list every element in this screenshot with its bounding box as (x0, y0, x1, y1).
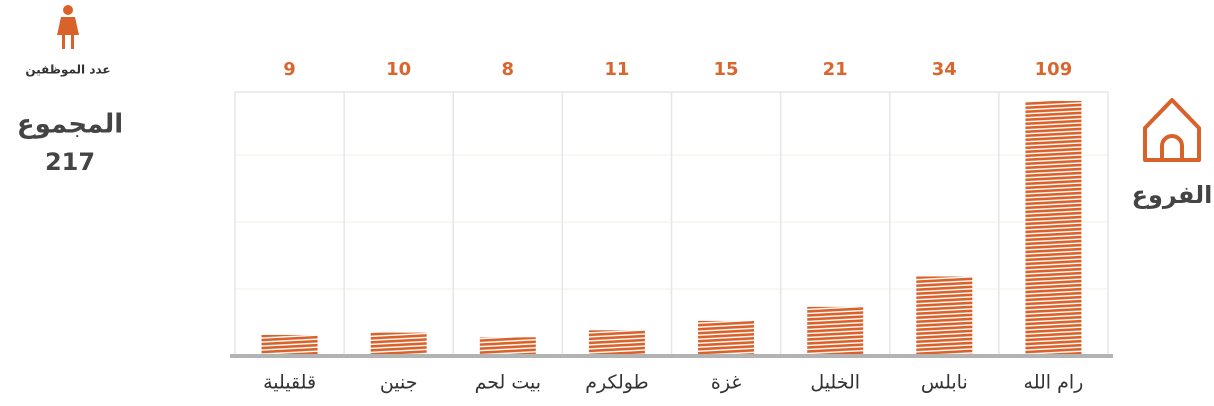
value-label: 11 (604, 59, 629, 80)
value-label: 9 (283, 59, 296, 80)
person-icon (57, 5, 79, 49)
house-icon (1143, 98, 1201, 162)
category-label: رام الله (1024, 372, 1084, 394)
total: 217 (45, 148, 95, 176)
bar (479, 337, 536, 356)
value-label: عدد الموظفين (25, 63, 110, 78)
category-label: جنين (380, 372, 418, 394)
category-label: الفروع (1132, 181, 1213, 209)
bar (588, 330, 645, 356)
bar (698, 320, 755, 356)
value-label: 10 (386, 59, 411, 80)
category-label: نابلس (921, 372, 968, 394)
category-label: قلقيلية (263, 372, 316, 394)
value-label: 8 (502, 59, 515, 80)
bar (807, 306, 864, 356)
value-label: 34 (932, 59, 957, 80)
bar (1025, 101, 1082, 356)
category-label: بيت لحم (475, 372, 541, 394)
bar (370, 332, 427, 356)
bar (261, 334, 318, 356)
category-label: طولكرم (585, 372, 648, 394)
bar (916, 276, 973, 356)
category-label: غزة (711, 372, 741, 394)
value-label: 15 (714, 59, 739, 80)
total-label: المجموع (17, 110, 123, 140)
value-label: 109 (1035, 59, 1073, 80)
category-label: الخليل (810, 372, 860, 394)
value-label: 21 (823, 59, 848, 80)
